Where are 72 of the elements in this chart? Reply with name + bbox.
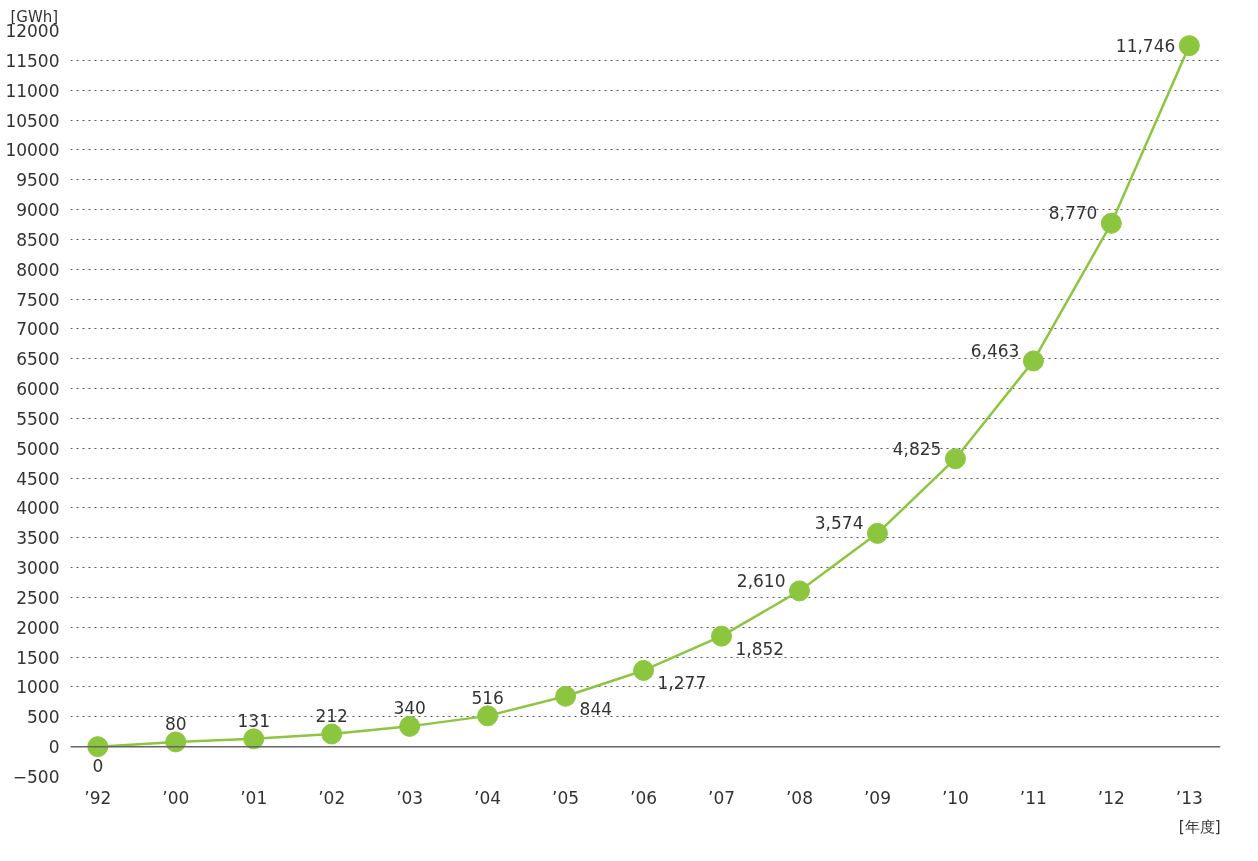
y-tick-label: 9000 (16, 200, 60, 221)
text: 1,277 (657, 673, 707, 694)
y-tick-label: 8000 (16, 259, 60, 280)
x-tick-label: ’08 (785, 787, 814, 808)
y-tick-label: 4500 (16, 468, 60, 489)
y-tick-label: 2000 (16, 617, 60, 638)
y-tick-label: 7000 (16, 319, 60, 340)
text: 1,852 (735, 639, 785, 660)
x-tick-label: ’11 (1019, 787, 1047, 808)
point (633, 659, 655, 681)
point (866, 522, 888, 544)
point (243, 728, 265, 750)
y-tick-label: 4000 (16, 498, 60, 519)
y-tick-label: 6000 (16, 379, 60, 400)
point (165, 731, 187, 753)
point (87, 736, 109, 758)
text: 0 (92, 755, 104, 776)
x-tick-label: ’04 (474, 787, 502, 808)
x-tick-label: ’00 (162, 787, 190, 808)
x-tick-label: ’10 (941, 787, 969, 808)
point (477, 705, 499, 727)
point (399, 715, 421, 737)
point (1100, 212, 1122, 234)
x-tick-label: ’06 (630, 787, 658, 808)
y-tick-label: 5000 (16, 438, 60, 459)
text: 2,610 (736, 570, 786, 591)
y-axis-title: [GWh] (10, 7, 59, 26)
x-tick-label: ’03 (396, 787, 424, 808)
point (1022, 350, 1044, 372)
y-tick-label: 11500 (5, 50, 60, 71)
y-tick-label: 7500 (16, 289, 60, 310)
x-tick-label: ’01 (240, 787, 268, 808)
text: 11,746 (1115, 36, 1176, 57)
text: 4,825 (892, 438, 942, 459)
point (788, 580, 810, 602)
x-axis-title: [年度] (1178, 817, 1221, 836)
y-tick-label: 3500 (16, 528, 60, 549)
point (321, 723, 343, 745)
y-tick-label: 500 (27, 707, 60, 728)
text: 80 (164, 713, 187, 734)
x-tick-label: ’07 (708, 787, 736, 808)
y-tick-label: 1500 (16, 647, 60, 668)
y-tick-label: 10500 (5, 110, 60, 131)
text: 131 (237, 710, 270, 731)
point (1178, 35, 1200, 57)
text: 212 (315, 706, 348, 727)
point (711, 625, 733, 647)
x-tick-label: ’05 (552, 787, 580, 808)
y-tick-label: 11000 (5, 80, 60, 101)
y-tick-label: 8500 (16, 229, 60, 250)
point (555, 685, 577, 707)
text: 8,770 (1048, 203, 1098, 224)
y-tick-label: 1000 (16, 677, 60, 698)
x-tick-label: ’12 (1097, 787, 1125, 808)
text: 516 (471, 687, 504, 708)
text: 6,463 (970, 340, 1020, 361)
y-tick-label: 3000 (16, 558, 60, 579)
x-tick-label: ’92 (84, 787, 112, 808)
y-tick-label: 10000 (5, 140, 60, 161)
y-tick-label: 9500 (16, 170, 60, 191)
x-tick-label: ’13 (1175, 787, 1203, 808)
point (944, 448, 966, 470)
y-tick-label: −500 (12, 767, 60, 787)
y-tick-label: 5500 (16, 408, 60, 429)
y-tick-label: 0 (48, 737, 60, 758)
x-tick-label: ’09 (863, 787, 891, 808)
text: 3,574 (814, 513, 864, 534)
text: 340 (393, 698, 426, 719)
x-tick-label: ’02 (318, 787, 346, 808)
y-tick-label: 2500 (16, 587, 60, 608)
text: 844 (579, 699, 613, 720)
y-tick-label: 6500 (16, 349, 60, 370)
